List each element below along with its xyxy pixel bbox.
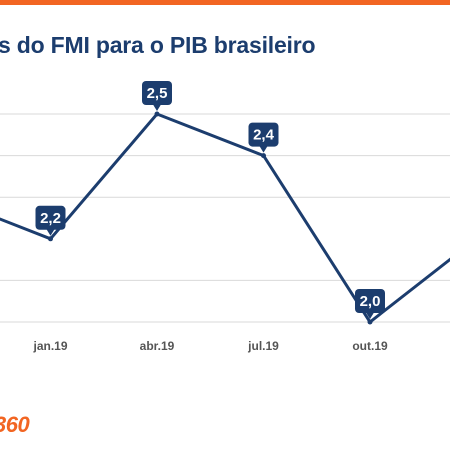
chart-title: s do FMI para o PIB brasileiro <box>0 32 316 58</box>
x-tick-label: jan.19 <box>32 339 67 353</box>
data-label-pointer <box>46 229 55 236</box>
series-line <box>0 112 450 325</box>
data-point <box>48 236 53 242</box>
data-label-text: 2,2 <box>40 210 61 227</box>
data-label-pointer <box>366 312 374 319</box>
data-point <box>154 111 160 117</box>
data-label-text: 2,0 <box>360 293 381 310</box>
data-label-pointer <box>259 146 268 153</box>
x-tick-label: out.19 <box>352 339 388 353</box>
data-label-text: 2,4 <box>253 127 275 144</box>
data-label: 2,5 <box>142 81 172 111</box>
top-accent-bar <box>0 0 450 5</box>
data-label: 2,4 <box>248 122 279 153</box>
data-label-pointer <box>153 104 161 111</box>
data-label-text: 2,5 <box>147 85 168 102</box>
data-point <box>261 153 266 159</box>
data-point <box>367 319 373 325</box>
data-label: 2,2 <box>35 205 66 236</box>
data-label: 2,0 <box>355 289 385 319</box>
data-label-box <box>35 205 66 230</box>
x-tick-label: abr.19 <box>140 339 175 353</box>
x-tick-label: jul.19 <box>247 339 279 353</box>
brand-logo: 360 <box>0 412 30 437</box>
data-label-box <box>248 122 279 147</box>
data-label-box <box>142 81 172 105</box>
data-label-box <box>355 289 385 313</box>
